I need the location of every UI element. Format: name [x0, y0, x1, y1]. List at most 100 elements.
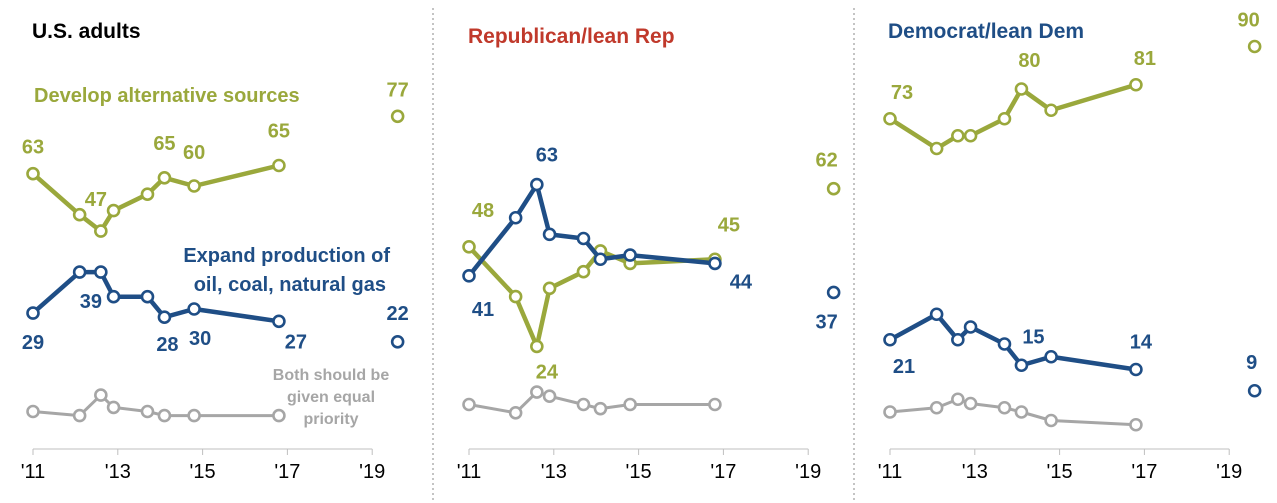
- data-point-fossil: [508, 210, 523, 225]
- data-point-alt: [26, 166, 40, 181]
- data-point-alt: [963, 128, 978, 143]
- data-point-both: [106, 400, 121, 415]
- series-line-alt: [888, 82, 1137, 151]
- data-label-alt: 90: [1238, 10, 1260, 32]
- data-point-fossil: [542, 227, 557, 242]
- x-tick-label: '11: [457, 461, 482, 483]
- data-point-both: [576, 397, 591, 412]
- x-tick-label: '19: [359, 461, 385, 483]
- data-point-alt: [1044, 103, 1058, 118]
- data-point-2019-fossil: [390, 334, 405, 349]
- data-point-both: [157, 408, 172, 423]
- series-label-fossil-line2: oil, coal, natural gas: [194, 274, 386, 296]
- series-label-both-line1: Both should be: [273, 367, 390, 384]
- data-label-alt: 65: [153, 133, 175, 155]
- data-point-fossil: [106, 289, 121, 304]
- data-point-fossil: [530, 177, 544, 192]
- series-label-both-line2: given equal: [287, 389, 375, 406]
- data-point-alt: [462, 240, 476, 254]
- data-point-2019-alt: [826, 181, 841, 196]
- data-point-alt: [530, 339, 544, 354]
- data-point-both: [187, 408, 201, 423]
- panel-title-republican: Republican/lean Rep: [468, 25, 675, 48]
- data-label-alt: 45: [718, 214, 740, 236]
- data-point-fossil: [72, 265, 87, 279]
- series-line-fossil: [888, 312, 1137, 372]
- data-point-alt: [508, 289, 523, 304]
- data-label-alt: 77: [387, 79, 409, 101]
- data-point-fossil: [593, 252, 608, 267]
- data-point-both: [94, 388, 108, 402]
- x-tick-label: '13: [105, 461, 131, 483]
- data-point-fossil: [140, 289, 155, 304]
- x-tick-label: '13: [962, 461, 988, 483]
- data-point-alt: [140, 187, 155, 201]
- series-label-alternative: Develop alternative sources: [34, 85, 300, 107]
- x-tick-label: '13: [541, 461, 567, 483]
- x-tick-label: '15: [626, 461, 652, 483]
- x-tick-label: '15: [190, 461, 216, 483]
- data-label-fossil: 21: [893, 356, 915, 378]
- data-point-fossil: [187, 302, 201, 316]
- data-point-alt: [272, 158, 286, 173]
- data-label-fossil: 63: [536, 145, 558, 167]
- x-tick-label: '17: [1131, 461, 1157, 483]
- series-line-alt: [31, 163, 280, 234]
- data-label-alt: 63: [22, 137, 44, 159]
- data-label-fossil: 27: [285, 331, 307, 353]
- series-label-both-line3: priority: [303, 411, 358, 428]
- data-label-alt: 48: [472, 200, 494, 222]
- data-point-both: [997, 400, 1012, 415]
- data-point-alt: [542, 281, 557, 296]
- x-tick-label: '19: [1216, 461, 1242, 483]
- data-point-both: [951, 392, 965, 407]
- data-label-fossil: 39: [80, 291, 102, 313]
- data-point-both: [1044, 413, 1058, 428]
- data-point-fossil: [462, 269, 476, 283]
- data-label-alt: 65: [268, 121, 290, 143]
- data-label-fossil: 28: [156, 334, 178, 356]
- data-point-fossil: [997, 337, 1012, 351]
- data-label-fossil: 41: [472, 299, 494, 321]
- data-label-alt: 73: [891, 82, 913, 104]
- data-label-fossil: 9: [1246, 352, 1257, 374]
- data-point-fossil: [929, 307, 944, 322]
- data-point-both: [963, 396, 978, 411]
- data-label-fossil: 15: [1022, 326, 1044, 348]
- data-point-2019-alt: [1247, 39, 1262, 54]
- x-tick-label: '17: [274, 461, 300, 483]
- data-point-fossil: [1014, 358, 1029, 373]
- data-point-fossil: [26, 306, 40, 320]
- data-point-both: [1014, 405, 1029, 419]
- data-point-fossil: [94, 265, 108, 279]
- x-tick-label: '11: [878, 461, 903, 483]
- data-point-fossil: [157, 310, 172, 325]
- data-point-both: [26, 404, 40, 419]
- data-point-alt: [951, 128, 965, 143]
- data-point-both: [462, 397, 476, 412]
- series-line-both: [889, 397, 1136, 427]
- series-line-both: [468, 390, 715, 415]
- data-point-both: [708, 397, 722, 412]
- data-point-both: [1129, 417, 1143, 432]
- data-point-alt: [883, 111, 897, 126]
- data-point-alt: [997, 111, 1012, 126]
- data-label-fossil: 14: [1130, 332, 1153, 354]
- data-label-alt: 60: [183, 142, 205, 164]
- data-label-fossil: 37: [816, 311, 838, 333]
- data-point-2019-fossil: [1247, 383, 1262, 398]
- data-point-2019-fossil: [826, 285, 841, 300]
- panel-title-democrat: Democrat/lean Dem: [888, 20, 1084, 43]
- data-point-alt: [1014, 82, 1029, 96]
- data-label-alt: 62: [816, 150, 838, 172]
- data-point-fossil: [623, 248, 637, 262]
- data-label-fossil: 30: [189, 328, 211, 350]
- data-point-alt: [106, 203, 121, 218]
- data-point-both: [542, 389, 557, 404]
- x-tick-label: '11: [21, 461, 46, 483]
- data-point-alt: [1129, 77, 1143, 92]
- data-label-alt: 80: [1018, 50, 1040, 72]
- data-label-alt: 47: [85, 189, 107, 211]
- data-point-fossil: [272, 314, 286, 329]
